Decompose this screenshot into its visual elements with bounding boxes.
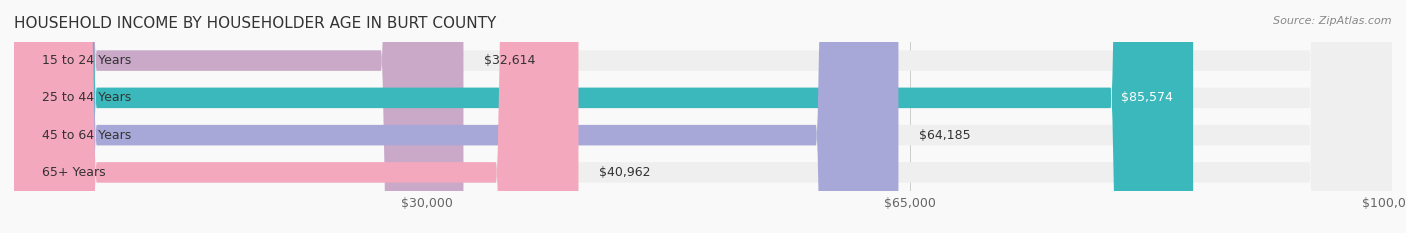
FancyBboxPatch shape bbox=[14, 0, 1392, 233]
FancyBboxPatch shape bbox=[14, 0, 464, 233]
Text: 25 to 44 Years: 25 to 44 Years bbox=[42, 91, 131, 104]
Text: $32,614: $32,614 bbox=[484, 54, 536, 67]
FancyBboxPatch shape bbox=[14, 0, 1194, 233]
FancyBboxPatch shape bbox=[14, 0, 1392, 233]
Text: $64,185: $64,185 bbox=[920, 129, 970, 142]
Text: Source: ZipAtlas.com: Source: ZipAtlas.com bbox=[1274, 16, 1392, 26]
FancyBboxPatch shape bbox=[14, 0, 578, 233]
Text: 65+ Years: 65+ Years bbox=[42, 166, 105, 179]
Text: $40,962: $40,962 bbox=[599, 166, 651, 179]
FancyBboxPatch shape bbox=[14, 0, 898, 233]
Text: HOUSEHOLD INCOME BY HOUSEHOLDER AGE IN BURT COUNTY: HOUSEHOLD INCOME BY HOUSEHOLDER AGE IN B… bbox=[14, 16, 496, 31]
Text: 45 to 64 Years: 45 to 64 Years bbox=[42, 129, 131, 142]
Text: 15 to 24 Years: 15 to 24 Years bbox=[42, 54, 131, 67]
FancyBboxPatch shape bbox=[14, 0, 1392, 233]
Text: $85,574: $85,574 bbox=[1121, 91, 1173, 104]
FancyBboxPatch shape bbox=[14, 0, 1392, 233]
